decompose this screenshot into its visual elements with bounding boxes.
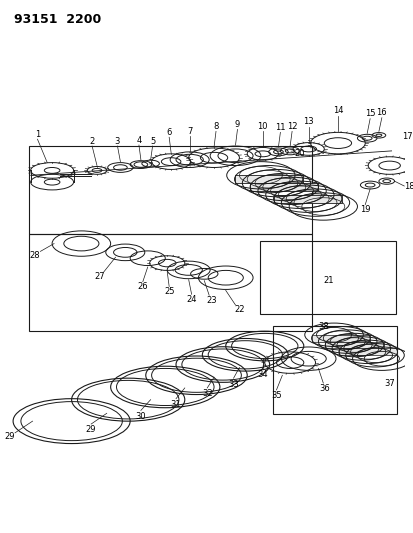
Text: 30: 30 <box>135 411 146 421</box>
Bar <box>273 195 341 203</box>
Text: 36: 36 <box>318 384 329 393</box>
Text: 6: 6 <box>166 128 171 137</box>
Text: 27: 27 <box>95 272 105 281</box>
Text: 1: 1 <box>35 130 40 139</box>
Text: 28: 28 <box>29 251 40 260</box>
Text: 5: 5 <box>150 136 155 146</box>
Text: 23: 23 <box>206 296 217 305</box>
Bar <box>249 183 318 191</box>
Text: 29: 29 <box>4 432 14 441</box>
Bar <box>28 234 311 332</box>
Text: 3: 3 <box>114 136 120 146</box>
Text: 18: 18 <box>403 182 413 190</box>
Text: 34: 34 <box>257 370 268 379</box>
Text: 17: 17 <box>401 132 411 141</box>
Text: 26: 26 <box>137 282 148 291</box>
Text: 37: 37 <box>383 378 394 387</box>
Bar <box>311 335 369 342</box>
Text: 14: 14 <box>332 107 342 116</box>
Text: 20: 20 <box>294 149 304 158</box>
Text: 22: 22 <box>234 305 244 314</box>
Text: 7: 7 <box>187 127 192 136</box>
Text: 2: 2 <box>89 136 95 146</box>
Text: 21: 21 <box>322 276 332 285</box>
Bar <box>28 146 311 234</box>
Text: 24: 24 <box>186 295 197 304</box>
Bar <box>234 175 302 183</box>
Text: 9: 9 <box>234 120 240 129</box>
Text: 31: 31 <box>170 400 181 409</box>
Text: 16: 16 <box>375 108 386 117</box>
Text: 10: 10 <box>257 122 268 131</box>
Text: 11: 11 <box>275 123 285 132</box>
Text: 19: 19 <box>359 205 370 214</box>
Bar <box>259 240 396 314</box>
Text: 33: 33 <box>228 379 238 389</box>
Bar <box>325 342 383 349</box>
Text: 35: 35 <box>271 391 281 400</box>
Text: 15: 15 <box>364 109 375 118</box>
Bar <box>272 327 396 414</box>
Text: 25: 25 <box>164 287 174 296</box>
Text: 12: 12 <box>286 122 297 131</box>
Text: 8: 8 <box>213 122 218 131</box>
Text: 38: 38 <box>317 322 328 331</box>
Text: 13: 13 <box>303 117 313 126</box>
Text: 32: 32 <box>202 389 212 398</box>
Bar <box>338 349 396 356</box>
Text: 93151  2200: 93151 2200 <box>14 13 101 26</box>
Text: 4: 4 <box>136 136 141 144</box>
Text: 29: 29 <box>85 425 96 434</box>
